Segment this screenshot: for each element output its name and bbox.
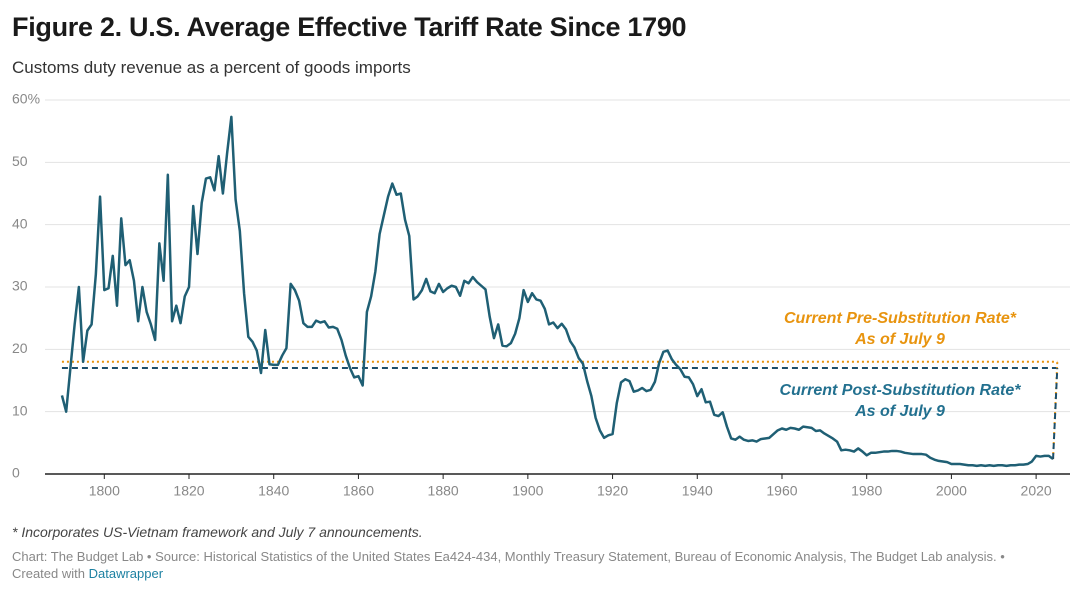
- x-tick-label: 1960: [766, 483, 797, 499]
- y-tick-label: 30: [12, 278, 28, 294]
- y-tick-label: 10: [12, 402, 28, 418]
- reference-connector: [1052, 367, 1059, 460]
- annotation: As of July 9: [854, 403, 945, 420]
- annotation: Current Post-Substitution Rate*: [780, 382, 1022, 399]
- chart: 0 10 20 30 40 50 60% 1800 1820 1840 1860 1880 1900 19…: [12, 91, 1070, 499]
- x-tick-label: 1900: [512, 483, 543, 499]
- x-tick-label: 1840: [258, 483, 289, 499]
- y-tick-label: 60%: [12, 91, 40, 107]
- y-tick-label: 20: [12, 340, 28, 356]
- source-text: Chart: The Budget Lab • Source: Historic…: [12, 549, 1005, 564]
- footnote: * Incorporates US-Vietnam framework and …: [12, 524, 423, 540]
- y-tick-label: 40: [12, 215, 28, 231]
- credit-text: Created with: [12, 566, 85, 581]
- chart-title: Figure 2. U.S. Average Effective Tariff …: [12, 12, 687, 42]
- x-tick-label: 1980: [851, 483, 882, 499]
- credit-link[interactable]: Datawrapper: [88, 566, 164, 581]
- x-tick-label: 1940: [682, 483, 713, 499]
- x-tick-label: 1820: [173, 483, 204, 499]
- x-tick-label: 1920: [597, 483, 628, 499]
- annotation: As of July 9: [854, 331, 945, 348]
- x-tick-label: 1800: [89, 483, 120, 499]
- source: Chart: The Budget Lab • Source: Historic…: [12, 548, 1072, 582]
- y-tick-label: 50: [12, 153, 28, 169]
- series-line: [60, 115, 1054, 468]
- y-tick-label: 0: [12, 465, 20, 481]
- x-tick-label: 2000: [936, 483, 967, 499]
- chart-subtitle: Customs duty revenue as a percent of goo…: [12, 58, 411, 77]
- x-tick-label: 2020: [1021, 483, 1052, 499]
- annotation: Current Pre-Substitution Rate*: [784, 310, 1017, 327]
- x-tick-label: 1860: [343, 483, 374, 499]
- x-tick-label: 1880: [428, 483, 459, 499]
